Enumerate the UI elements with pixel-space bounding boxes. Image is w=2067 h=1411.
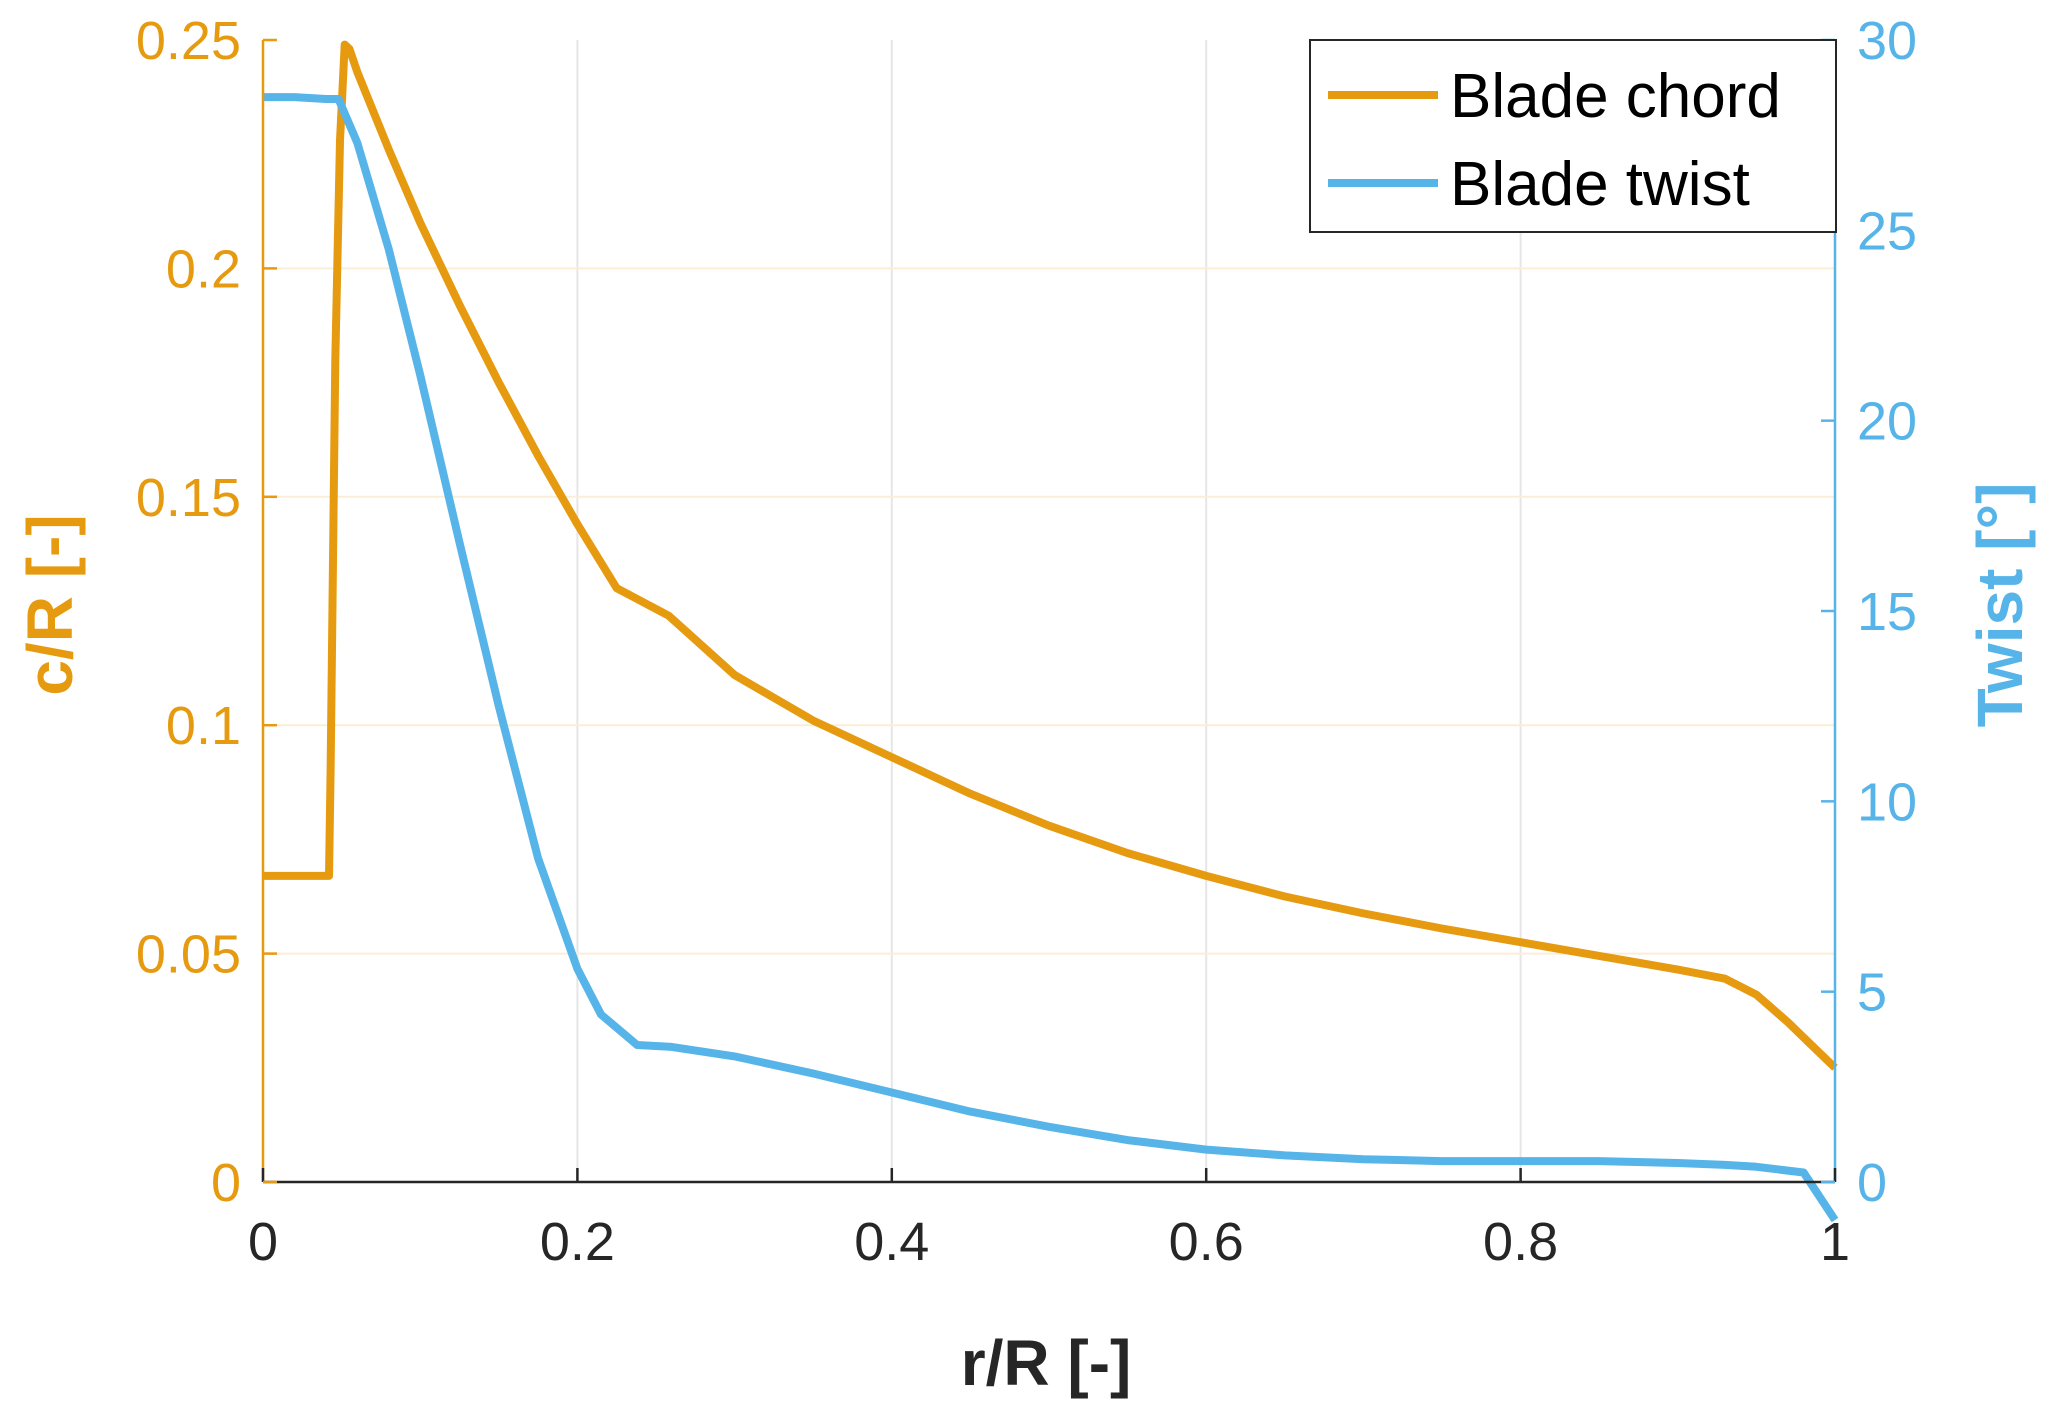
series-line-twist	[263, 93, 1839, 1223]
y-right-tick-label: 30	[1857, 11, 1917, 71]
y-right-tick-label: 20	[1857, 392, 1917, 452]
ticks: 0 0.2 0.4 0.6 0.8 100.050.10.150.20.250510152…	[136, 11, 1917, 1272]
legend-box	[1309, 39, 1837, 233]
x-tick-label: 0.6	[1169, 1212, 1244, 1272]
x-tick-label: 0.4	[854, 1212, 929, 1272]
legend: Blade chord Blade twist	[1309, 39, 1837, 233]
y-left-tick-label: 0.25	[136, 11, 241, 71]
y-right-tick-label: 0	[1857, 1153, 1887, 1213]
y-left-tick-label: 0.15	[136, 468, 241, 528]
series-layer	[263, 40, 1839, 1223]
y-right-tick-label: 10	[1857, 772, 1917, 832]
y-right-tick-label: 25	[1857, 201, 1917, 261]
x-axis-title: r/R [-]	[961, 1327, 1132, 1399]
x-tick-label: 0.8	[1483, 1212, 1558, 1272]
y-left-tick-label: 0.05	[136, 925, 241, 985]
legend-label-chord: Blade chord	[1450, 62, 1781, 131]
series-line-chord	[263, 40, 1838, 1071]
y-right-tick-label: 15	[1857, 582, 1917, 642]
y-axis-left-title: c/R [-]	[14, 514, 86, 695]
y-right-tick-label: 5	[1857, 963, 1887, 1023]
legend-label-twist: Blade twist	[1450, 150, 1750, 219]
y-left-tick-label: 0.1	[166, 696, 241, 756]
y-left-tick-label: 0	[211, 1153, 241, 1213]
x-tick-label: 0.2	[540, 1212, 615, 1272]
x-tick-label: 1	[1820, 1212, 1850, 1272]
y-axis-right-title: Twist [°]	[1964, 483, 2036, 728]
x-tick-label: 0	[248, 1212, 278, 1272]
y-left-tick-label: 0.2	[166, 239, 241, 299]
